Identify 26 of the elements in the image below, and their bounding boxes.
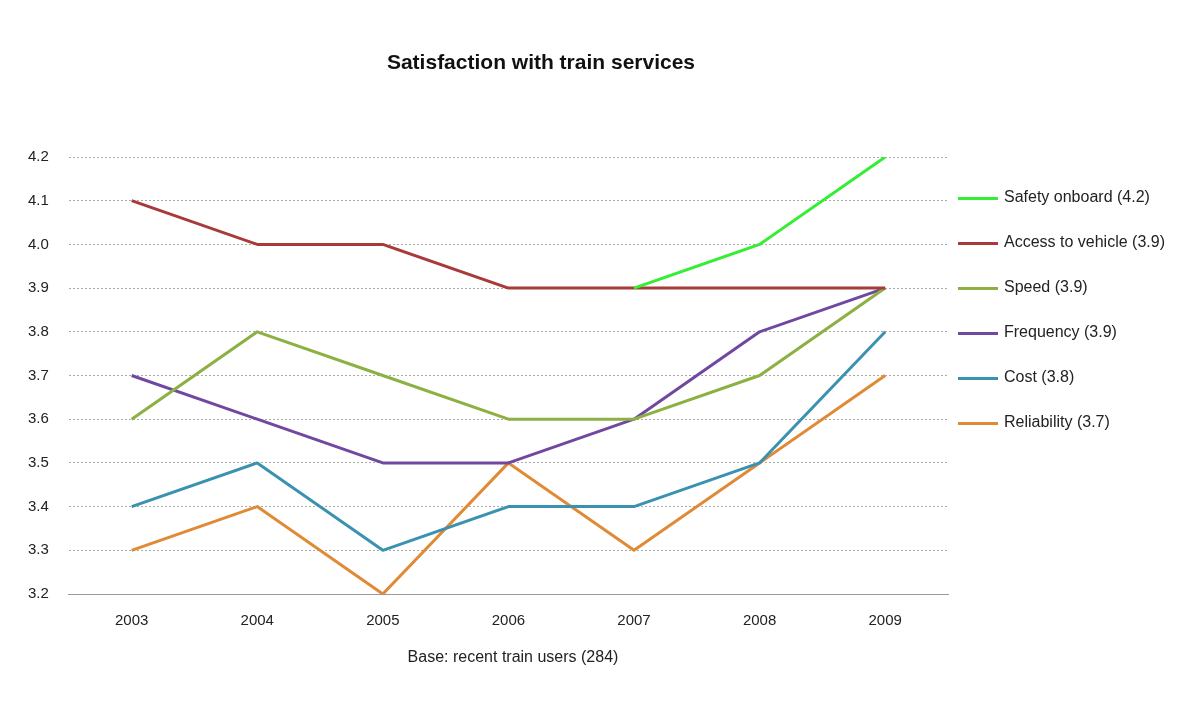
chart-title: Satisfaction with train services bbox=[386, 50, 696, 73]
y-tick-label: 3.7 bbox=[27, 365, 49, 383]
y-tick-label: 4.0 bbox=[27, 234, 49, 252]
x-tick-label: 2004 bbox=[240, 611, 274, 629]
legend-label: Access to vehicle (3.9) bbox=[1004, 233, 1165, 251]
x-tick-label: 2008 bbox=[742, 611, 777, 629]
y-tick-label: 3.8 bbox=[27, 321, 49, 339]
y-tick-label: 4.1 bbox=[27, 190, 49, 208]
y-tick-label: 3.9 bbox=[27, 278, 49, 296]
legend-label: Reliability (3.7) bbox=[1004, 413, 1110, 431]
y-tick-label: 3.2 bbox=[27, 584, 49, 602]
text: Base: recent train users (284) bbox=[407, 648, 619, 665]
legend-label: Safety onboard (4.2) bbox=[1004, 188, 1150, 206]
x-tick-label: 2003 bbox=[114, 611, 149, 629]
legend-label: Frequency (3.9) bbox=[1004, 323, 1117, 341]
x-tick-label: 2006 bbox=[491, 611, 526, 629]
y-tick-label: 3.6 bbox=[27, 409, 49, 427]
x-tick-label: 2007 bbox=[617, 611, 651, 629]
y-tick-label: 4.2 bbox=[27, 147, 49, 165]
y-tick-label: 3.4 bbox=[27, 496, 49, 514]
legend-label: Cost (3.8) bbox=[1004, 368, 1075, 386]
x-tick-label: 2009 bbox=[868, 611, 902, 629]
y-tick-label: 3.3 bbox=[27, 540, 49, 558]
legend-label: Speed (3.9) bbox=[1004, 278, 1088, 296]
x-tick-label: 2005 bbox=[366, 611, 400, 629]
y-tick-label: 3.5 bbox=[27, 453, 49, 471]
